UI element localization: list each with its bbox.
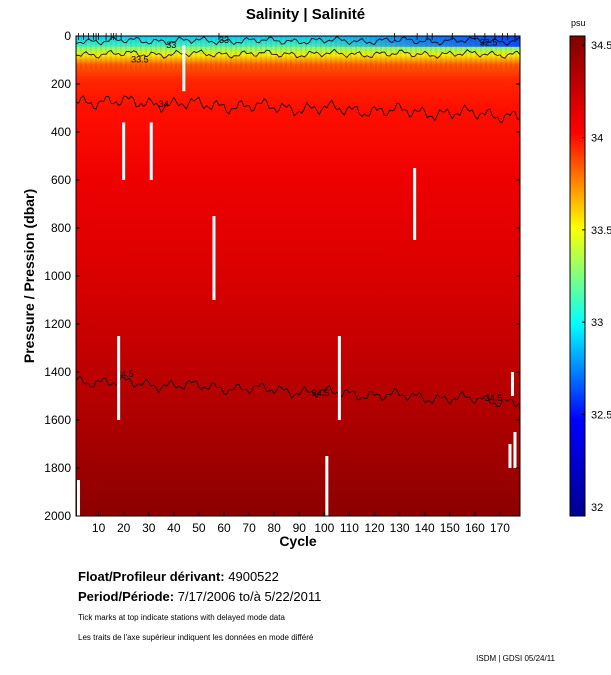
contour-label: 34.5 <box>312 388 330 398</box>
y-tick-label: 600 <box>51 173 71 187</box>
plot-axes: 0 200 400 600 800 1000 1200 1400 1600 1800 2000 10 2… <box>44 29 521 535</box>
colorbar-tick-label: 34.5 <box>591 40 611 52</box>
y-tick-label: 2000 <box>44 509 71 523</box>
contour-label: 33.5 <box>131 54 149 64</box>
period-label: Period/Période: <box>78 589 175 604</box>
colorbar-tick-label: 32.5 <box>591 409 611 421</box>
missing-data-gap <box>122 122 126 180</box>
colorbar-tick-label: 32 <box>591 502 603 514</box>
x-tick-label: 130 <box>390 521 410 535</box>
colorbar-scale <box>569 35 586 517</box>
contour-line <box>75 35 521 46</box>
credit-line: ISDM | GDSI 05/24/11 <box>476 654 555 663</box>
x-tick-label: 100 <box>314 521 334 535</box>
x-tick-label: 110 <box>340 521 359 535</box>
x-tick-label: 50 <box>192 521 206 535</box>
y-tick-label: 0 <box>64 29 71 43</box>
x-axis-label: Cycle <box>279 533 317 549</box>
missing-data-gap <box>413 168 417 240</box>
missing-data-gap <box>508 444 512 468</box>
missing-data-gap <box>510 372 514 396</box>
missing-data-gap <box>513 432 517 468</box>
period-value: 7/17/2006 to/à 5/22/2011 <box>177 589 322 604</box>
missing-data-gap <box>149 122 153 180</box>
y-tick-label: 1800 <box>44 461 71 475</box>
contour-line <box>75 376 521 408</box>
missing-data-gap <box>77 480 81 516</box>
chart-title: Salinity | Salinité <box>245 6 366 23</box>
x-tick-label: 70 <box>242 521 256 535</box>
delayed-mode-note-fr: Les traits de l'axe supérieur indiquent … <box>78 633 314 642</box>
missing-data-gap <box>212 216 216 300</box>
plot-area <box>76 36 520 516</box>
float-label: Float/Profileur dérivant: <box>78 569 225 584</box>
x-tick-label: 20 <box>117 521 131 535</box>
x-tick-label: 170 <box>490 521 510 535</box>
y-tick-label: 1600 <box>44 413 71 427</box>
missing-data-gap <box>182 45 186 92</box>
colorbar: 32 32.5 33 33.5 34 34.5 psu <box>569 18 611 517</box>
x-tick-label: 150 <box>440 521 460 535</box>
x-tick-label: 160 <box>465 521 485 535</box>
contour-line <box>75 48 521 59</box>
y-tick-label: 200 <box>51 77 71 91</box>
x-tick-label: 120 <box>364 521 384 535</box>
y-tick-label: 1400 <box>44 365 71 379</box>
contour-label: 33 <box>219 35 229 45</box>
missing-data-gap <box>337 336 341 420</box>
period-line: Period/Période: 7/17/2006 to/à 5/22/2011 <box>78 589 321 604</box>
x-tick-label: 90 <box>293 521 307 535</box>
salinity-field <box>76 36 520 516</box>
x-tick-label: 30 <box>142 521 156 535</box>
colorbar-tick-label: 33.5 <box>591 225 611 237</box>
colorbar-unit: psu <box>571 18 586 28</box>
x-tick-label: 40 <box>167 521 181 535</box>
colorbar-tick-label: 33 <box>591 317 603 329</box>
missing-data-gap <box>117 336 121 420</box>
contour-label: 34.5 <box>116 369 134 379</box>
x-tick-label: 140 <box>415 521 435 535</box>
contour-label: 34 <box>159 99 169 109</box>
colorbar-tick-label: 34 <box>591 133 603 145</box>
float-id-line: Float/Profileur dérivant: 4900522 <box>78 569 279 584</box>
y-tick-label: 400 <box>51 125 71 139</box>
float-id: 4900522 <box>228 569 279 584</box>
x-tick-label: 80 <box>267 521 281 535</box>
contour-label: 32.5 <box>480 38 498 48</box>
y-tick-label: 1200 <box>44 317 71 331</box>
y-tick-label: 800 <box>51 221 71 235</box>
missing-data-gap <box>325 456 329 516</box>
contour-label: 33 <box>166 40 176 50</box>
delayed-mode-note-en: Tick marks at top indicate stations with… <box>78 613 285 622</box>
x-tick-label: 60 <box>217 521 231 535</box>
contour-line <box>75 95 521 123</box>
y-tick-label: 1000 <box>44 269 71 283</box>
x-tick-label: 10 <box>92 521 106 535</box>
contour-label: 34.5 <box>485 393 503 403</box>
